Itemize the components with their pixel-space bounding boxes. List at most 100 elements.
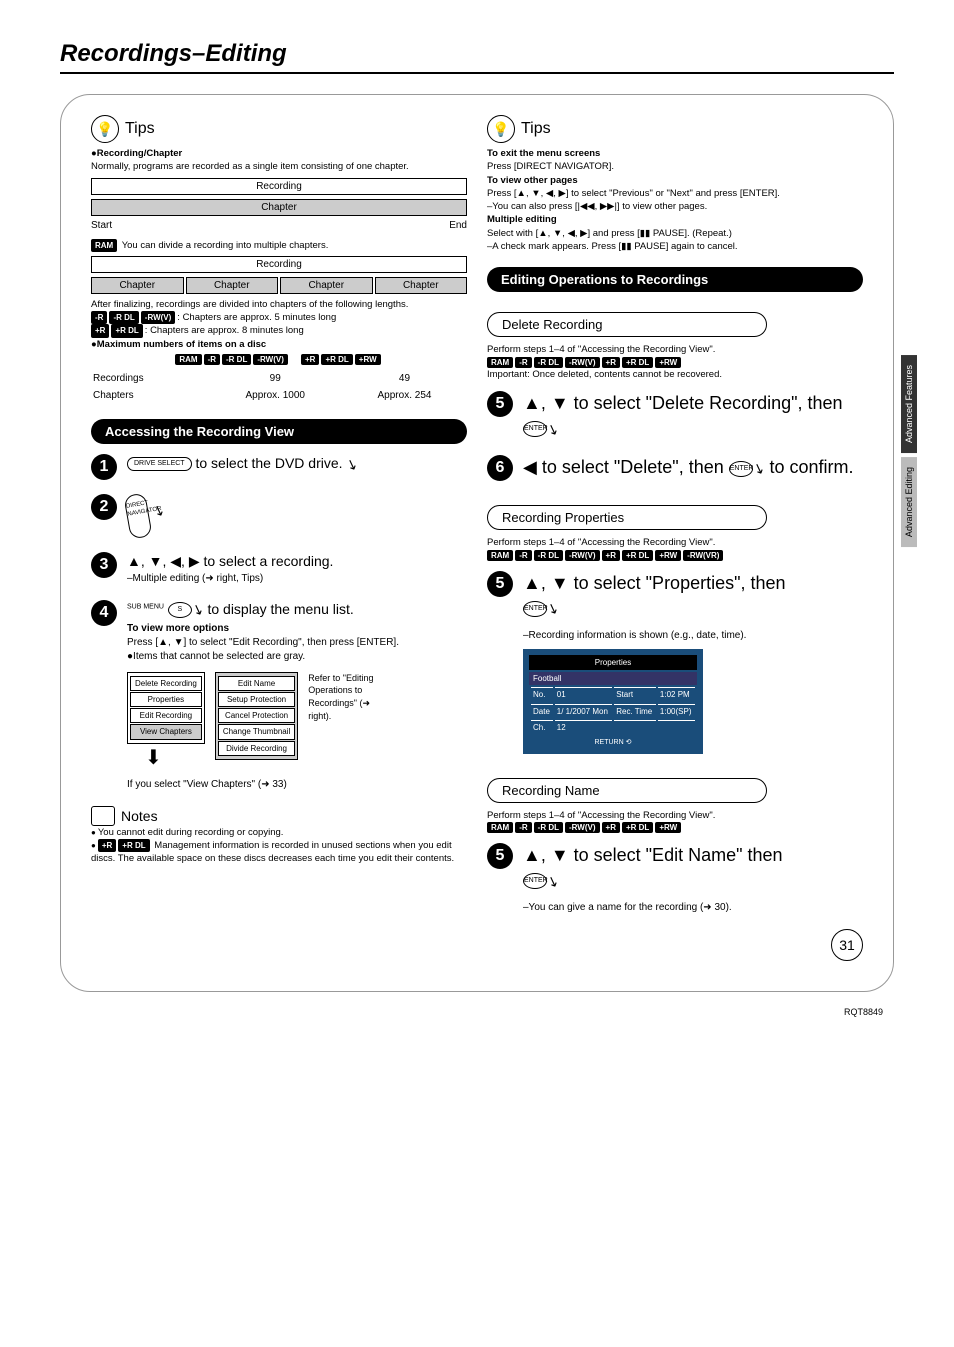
prop-ch-label: Ch. (531, 720, 553, 734)
view-pages-text1: Press [▲, ▼, ◀, ▶] to select "Previous" … (487, 188, 780, 199)
hand-icon: ↘ (189, 599, 207, 621)
badge-ram: RAM (487, 822, 513, 833)
badge-rwv: -RW(V) (565, 822, 600, 833)
submenu-divide-recording: Divide Recording (218, 741, 295, 756)
properties-name: Football (529, 672, 697, 685)
notes-label: Notes (121, 808, 158, 824)
refer-text: Refer to "Editing Operations to Recordin… (308, 672, 388, 722)
cell: Chapters (93, 388, 207, 403)
badge-prdl: +R DL (321, 354, 352, 365)
badge-prdl: +R DL (622, 822, 653, 833)
cell: Approx. 1000 (209, 388, 342, 403)
multi-edit-text1: Select with [▲, ▼, ◀, ▶] and press [▮▮ P… (487, 228, 732, 239)
step-number-5: 5 (487, 843, 513, 869)
submenu-edit-name: Edit Name (218, 676, 295, 691)
badge-rwv: -RW(V) (141, 311, 176, 324)
step-number-4: 4 (91, 600, 117, 626)
badge-prdl: +R DL (622, 550, 653, 561)
menu-list-main: Delete Recording Properties Edit Recordi… (127, 672, 205, 744)
cell: Approx. 254 (344, 388, 465, 403)
step-number-5: 5 (487, 571, 513, 597)
recording-box-2: Recording (91, 256, 467, 273)
cell: Recordings (93, 371, 207, 386)
view-more-text: Press [▲, ▼] to select "Edit Recording",… (127, 636, 467, 650)
subsection-recording-properties: Recording Properties (487, 505, 767, 530)
lightbulb-icon: 💡 (487, 115, 515, 143)
left-column: 💡 Tips ●Recording/Chapter Normally, prog… (91, 115, 467, 961)
step6-text-a: ◀ to select "Delete", then (523, 457, 729, 477)
badge-r: -R (91, 311, 107, 324)
recording-box: Recording (91, 178, 467, 195)
section-accessing-recording-view: Accessing the Recording View (91, 419, 467, 444)
note-1: You cannot edit during recording or copy… (91, 826, 467, 839)
prop-no-label: No. (531, 687, 553, 701)
perform-steps-text: Perform steps 1–4 of "Accessing the Reco… (487, 343, 863, 356)
badge-pr: +R (301, 354, 319, 365)
step6-text-b: to confirm. (764, 457, 853, 477)
badge-prdl: +R DL (111, 324, 142, 337)
badge-rwv: -RW(V) (253, 354, 288, 365)
end-label: End (449, 220, 467, 231)
badge-pr: +R (602, 550, 620, 561)
properties-dialog: Properties Football No.01Start1:02 PM Da… (523, 649, 703, 754)
document-code: RQT8849 (844, 1007, 883, 1017)
exit-text: Press [DIRECT NAVIGATOR]. (487, 161, 614, 172)
right-column: 💡 Tips To exit the menu screens Press [D… (487, 115, 863, 961)
page-number: 31 (831, 929, 863, 961)
ram-divide-note: You can divide a recording into multiple… (122, 240, 329, 251)
subsection-recording-name: Recording Name (487, 778, 767, 803)
badge-ram: RAM (91, 239, 117, 252)
badge-rdl: -R DL (109, 311, 138, 324)
step-number-1: 1 (91, 454, 117, 480)
cell: 99 (209, 371, 342, 386)
badge-pr: +R (91, 324, 109, 337)
prop-date-label: Date (531, 704, 553, 718)
arrow-down-icon: ⬇ (145, 744, 205, 772)
chapter-cell: Chapter (280, 277, 373, 294)
props-shown-text: –Recording information is shown (e.g., d… (523, 629, 863, 643)
prop-date-val: 1/ 1/2007 Mon (555, 704, 612, 718)
tips-label: Tips (521, 120, 551, 138)
view-pages-head: To view other pages (487, 175, 578, 186)
badge-rwvr: -RW(VR) (683, 550, 723, 561)
badge-prw: +RW (355, 354, 381, 365)
step-number-5: 5 (487, 391, 513, 417)
tips-sub-recording-chapter: Recording/Chapter (97, 148, 183, 159)
step-number-2: 2 (91, 494, 117, 520)
hand-icon: ↘ (150, 500, 168, 522)
badge-prw: +RW (655, 550, 681, 561)
badge-prw: +RW (655, 357, 681, 368)
step3-sub: –Multiple editing (➜ right, Tips) (127, 572, 467, 586)
multi-edit-head: Multiple editing (487, 214, 557, 225)
badge-prw: +RW (655, 822, 681, 833)
badge-rdl: -R DL (222, 354, 251, 365)
prop-start-label: Start (614, 687, 656, 701)
badge-pr: +R (98, 839, 116, 852)
tab-advanced-features: Advanced Features (901, 355, 917, 453)
badge-r: -R (515, 550, 531, 561)
chapter-cell: Chapter (375, 277, 468, 294)
view-chapters-note: If you select "View Chapters" (➜ 33) (127, 778, 467, 792)
badge-ram: RAM (487, 357, 513, 368)
badge-prdl: +R DL (118, 839, 149, 852)
submenu-setup-protection: Setup Protection (218, 692, 295, 707)
important-text: Important: Once deleted, contents cannot… (487, 368, 863, 381)
badge-r: -R (204, 354, 220, 365)
tips-label: Tips (125, 120, 155, 138)
badge-r: -R (515, 822, 531, 833)
hand-icon: ↘ (544, 870, 562, 892)
perform-steps-text: Perform steps 1–4 of "Accessing the Reco… (487, 809, 863, 822)
recname-step5-text: ▲, ▼ to select "Edit Name" then (523, 845, 783, 865)
props-step5-text: ▲, ▼ to select "Properties", then (523, 573, 786, 593)
menu-view-chapters: View Chapters (130, 724, 202, 739)
lightbulb-icon: 💡 (91, 115, 119, 143)
prop-no-val: 01 (555, 687, 612, 701)
line-5min: : Chapters are approx. 5 minutes long (177, 312, 336, 323)
badge-r: -R (515, 357, 531, 368)
prop-start-val: 1:02 PM (658, 687, 695, 701)
view-more-head: To view more options (127, 622, 467, 636)
page-title: Recordings–Editing (60, 40, 894, 74)
content-frame: Advanced Features Advanced Editing 💡 Tip… (60, 94, 894, 992)
badge-rdl: -R DL (534, 550, 563, 561)
perform-steps-text: Perform steps 1–4 of "Accessing the Reco… (487, 536, 863, 549)
